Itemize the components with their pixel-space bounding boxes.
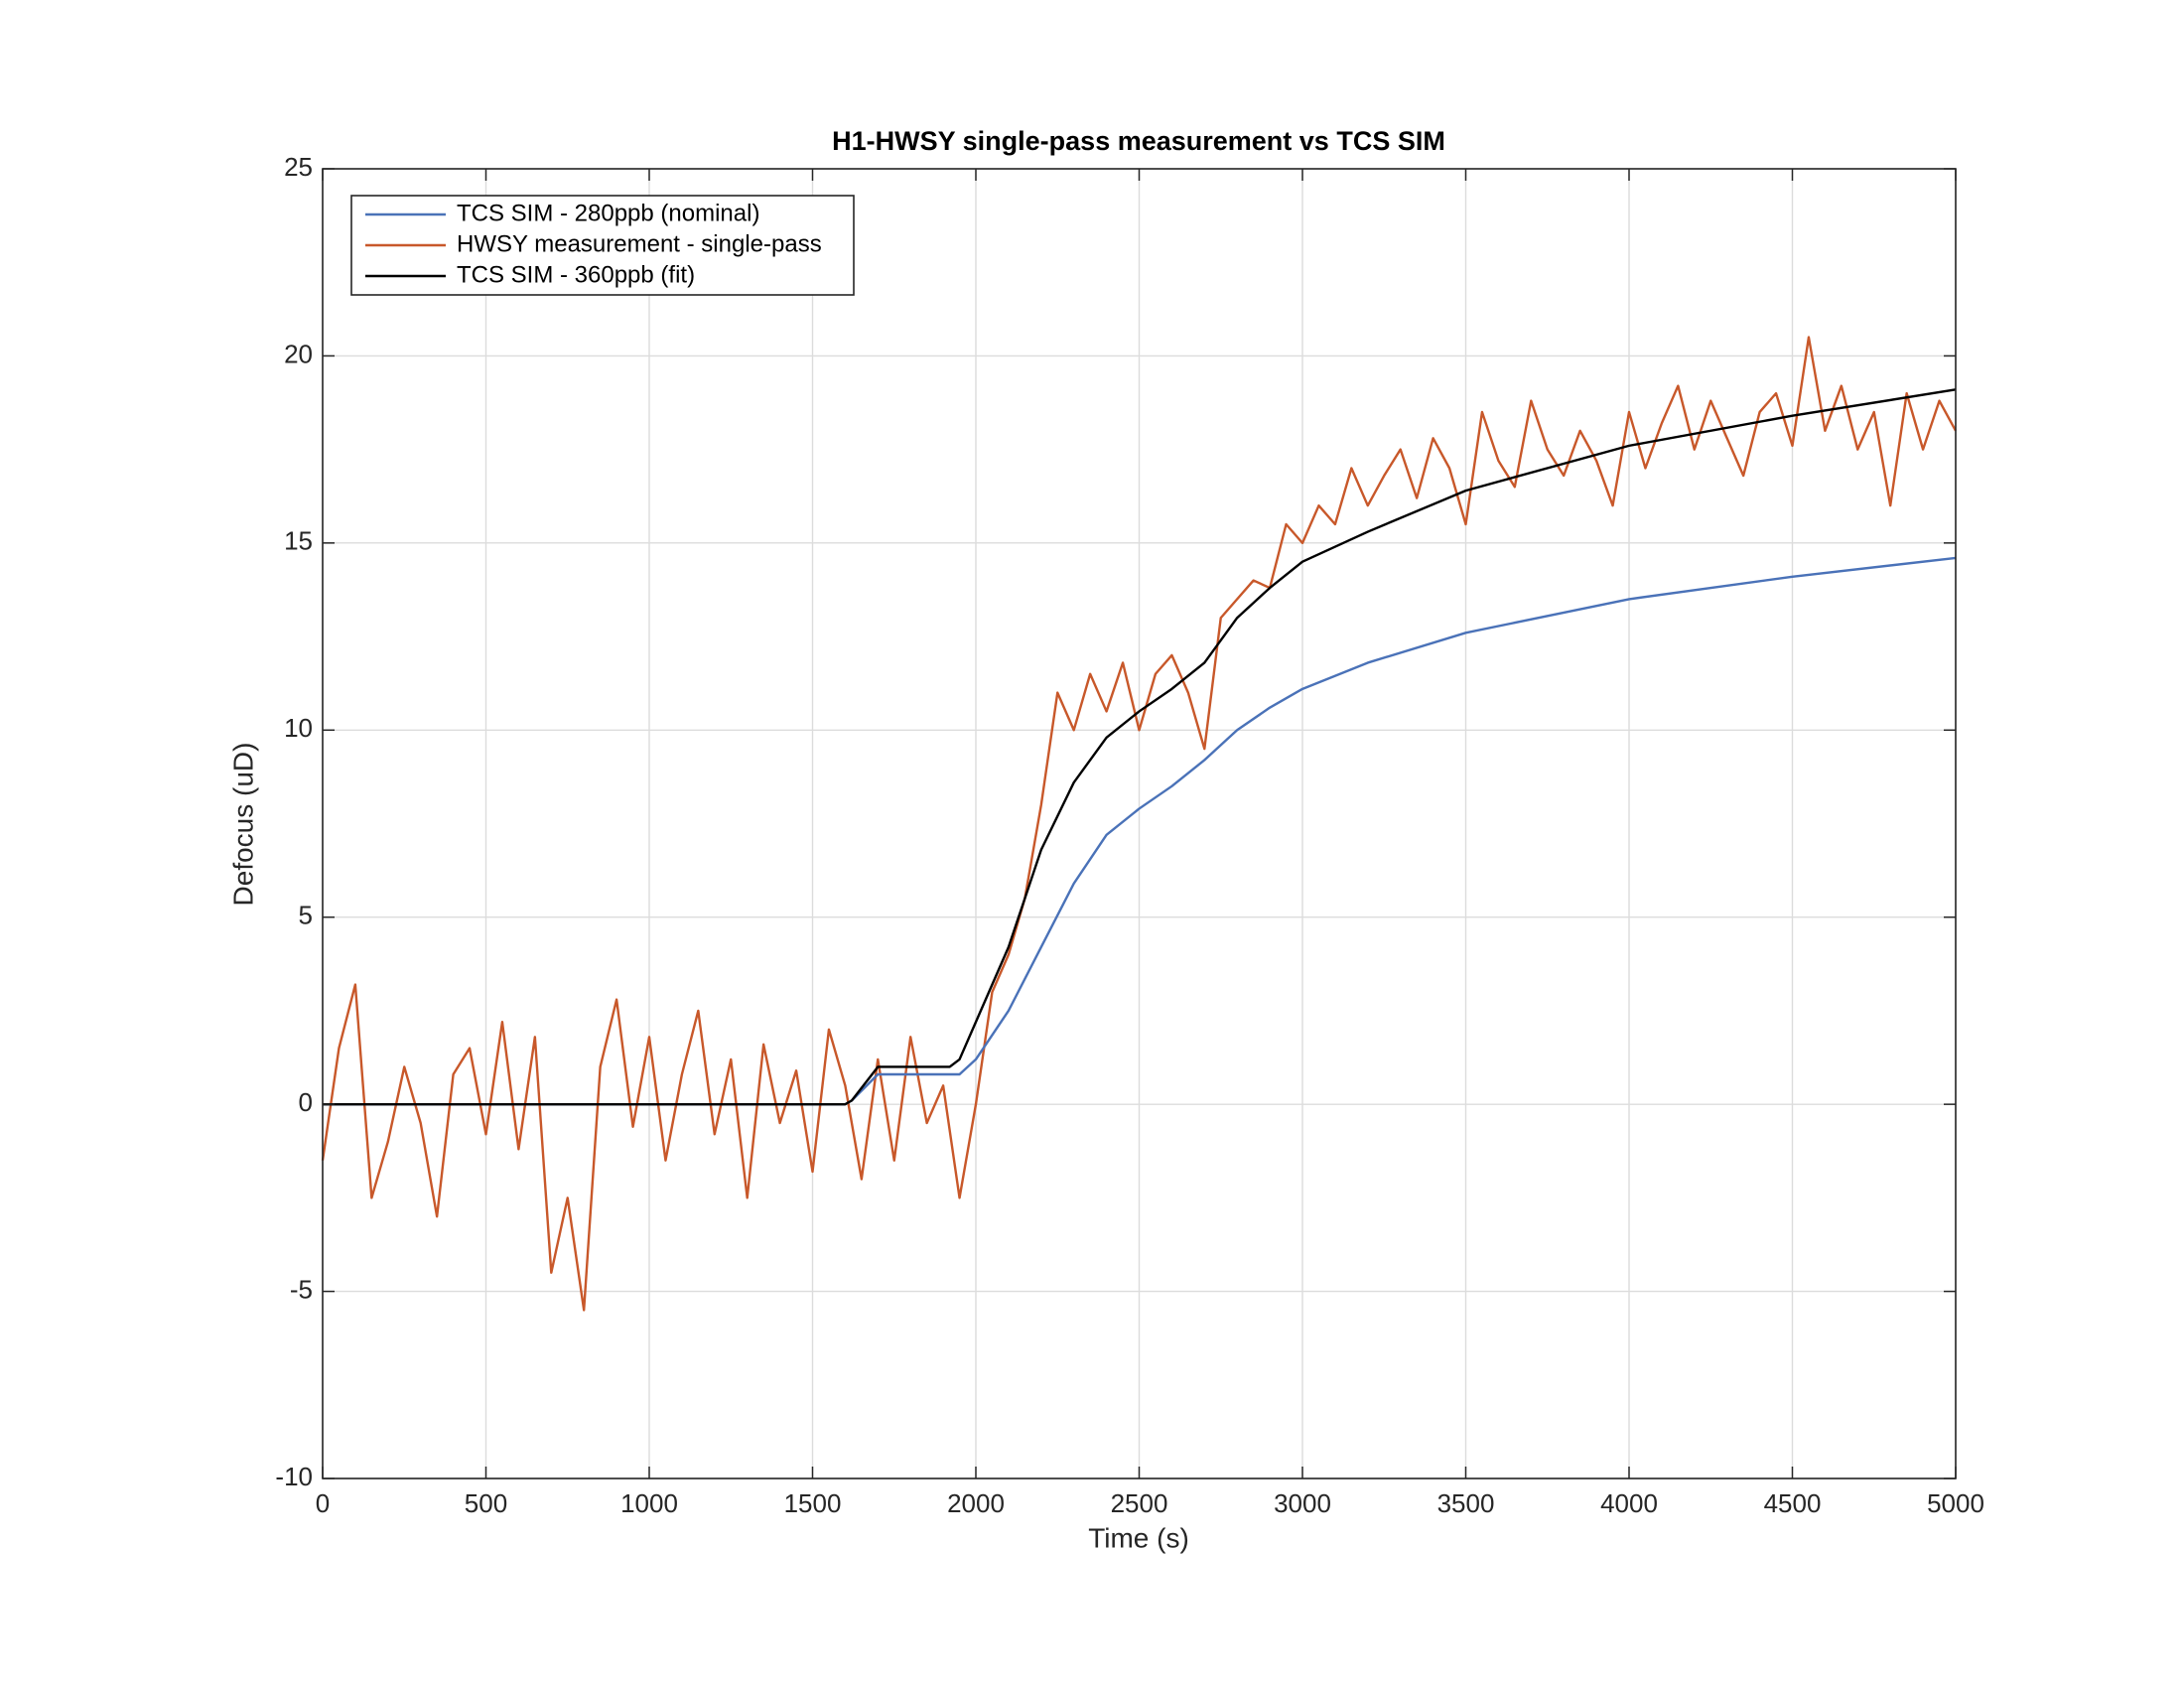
y-tick-label: 5 <box>299 901 313 930</box>
x-tick-label: 1500 <box>784 1488 842 1518</box>
y-tick-label: 25 <box>284 152 313 182</box>
x-tick-label: 0 <box>316 1488 330 1518</box>
legend-label: TCS SIM - 280ppb (nominal) <box>457 200 759 226</box>
axes-box <box>322 168 1957 1479</box>
series-line <box>323 388 1957 1106</box>
y-tick-label: 0 <box>299 1087 313 1117</box>
grid <box>322 168 1957 1479</box>
chart-title: H1-HWSY single-pass measurement vs TCS S… <box>832 126 1445 156</box>
y-tick-label: -10 <box>275 1462 313 1491</box>
y-tick-label: -5 <box>290 1274 313 1304</box>
y-tick-label: 10 <box>284 713 313 743</box>
x-tick-label: 2000 <box>947 1488 1005 1518</box>
plot-lines <box>321 336 1958 1312</box>
y-axis-label: Defocus (uD) <box>227 743 258 907</box>
legend-label: HWSY measurement - single-pass <box>457 230 822 257</box>
x-tick-label: 4500 <box>1764 1488 1822 1518</box>
legend-label: TCS SIM - 360ppb (fit) <box>457 261 695 288</box>
x-tick-label: 500 <box>465 1488 507 1518</box>
x-tick-label: 4000 <box>1600 1488 1658 1518</box>
legend: TCS SIM - 280ppb (nominal) HWSY measureme… <box>350 195 855 296</box>
x-tick-label: 1000 <box>620 1488 678 1518</box>
x-tick-label: 5000 <box>1927 1488 1984 1518</box>
x-tick-label: 3000 <box>1274 1488 1331 1518</box>
series-line <box>323 556 1957 1106</box>
y-tick-label: 20 <box>284 339 313 368</box>
x-tick-label: 2500 <box>1111 1488 1168 1518</box>
x-tick-label: 3500 <box>1437 1488 1495 1518</box>
series-line <box>321 336 1958 1312</box>
x-axis-label: Time (s) <box>1088 1522 1189 1553</box>
axes: 0 500 1000 1500 2000 2500 3000 3500 4000 4500 5000… <box>275 152 1984 1518</box>
y-tick-label: 15 <box>284 526 313 556</box>
